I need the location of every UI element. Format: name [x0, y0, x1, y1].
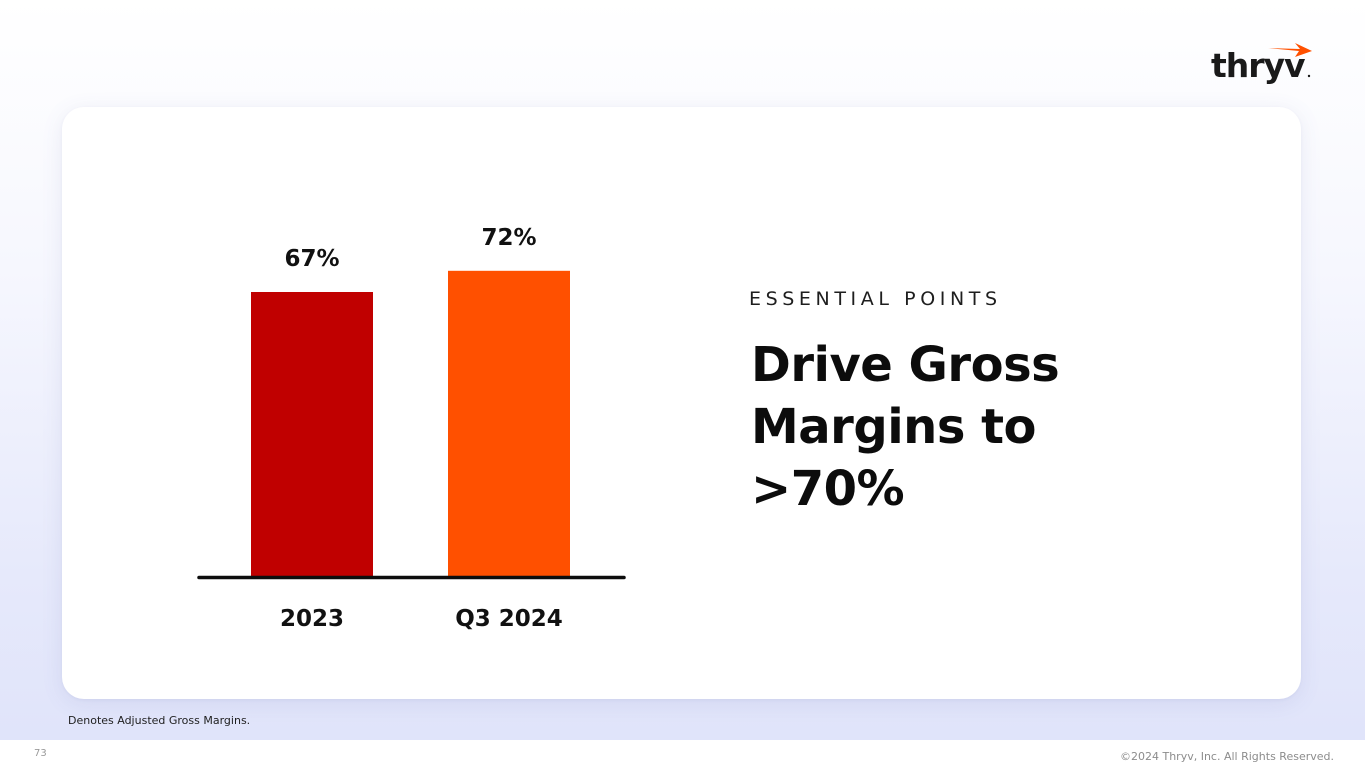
headline: Drive Gross Margins to >70%	[751, 337, 1060, 517]
page-number: 73	[34, 748, 47, 759]
x-tick-label-2023: 2023	[280, 606, 344, 632]
section-eyebrow: ESSENTIAL POINTS	[749, 288, 1002, 310]
footnote: Denotes Adjusted Gross Margins.	[68, 714, 251, 727]
logo-registered-dot	[1307, 74, 1311, 78]
copyright: ©2024 Thryv, Inc. All Rights Reserved.	[1120, 750, 1334, 763]
bar-q3-2024	[448, 270, 570, 576]
footer: 73 ©2024 Thryv, Inc. All Rights Reserved…	[0, 740, 1365, 768]
data-label-2023: 67%	[284, 246, 339, 272]
thryv-logo: thryv	[1211, 43, 1312, 85]
logo-wordmark: thryv	[1211, 46, 1306, 85]
logo-swoosh	[1268, 43, 1312, 57]
x-tick-label-q3-2024: Q3 2024	[455, 606, 563, 632]
bar-2023	[251, 292, 373, 576]
gross-margin-bar-chart: 67% 2023 72% Q3 2024	[197, 225, 626, 632]
content-card: 67% 2023 72% Q3 2024 ESSENTIAL POINTS Drive…	[62, 107, 1301, 699]
data-label-q3-2024: 72%	[481, 225, 536, 251]
